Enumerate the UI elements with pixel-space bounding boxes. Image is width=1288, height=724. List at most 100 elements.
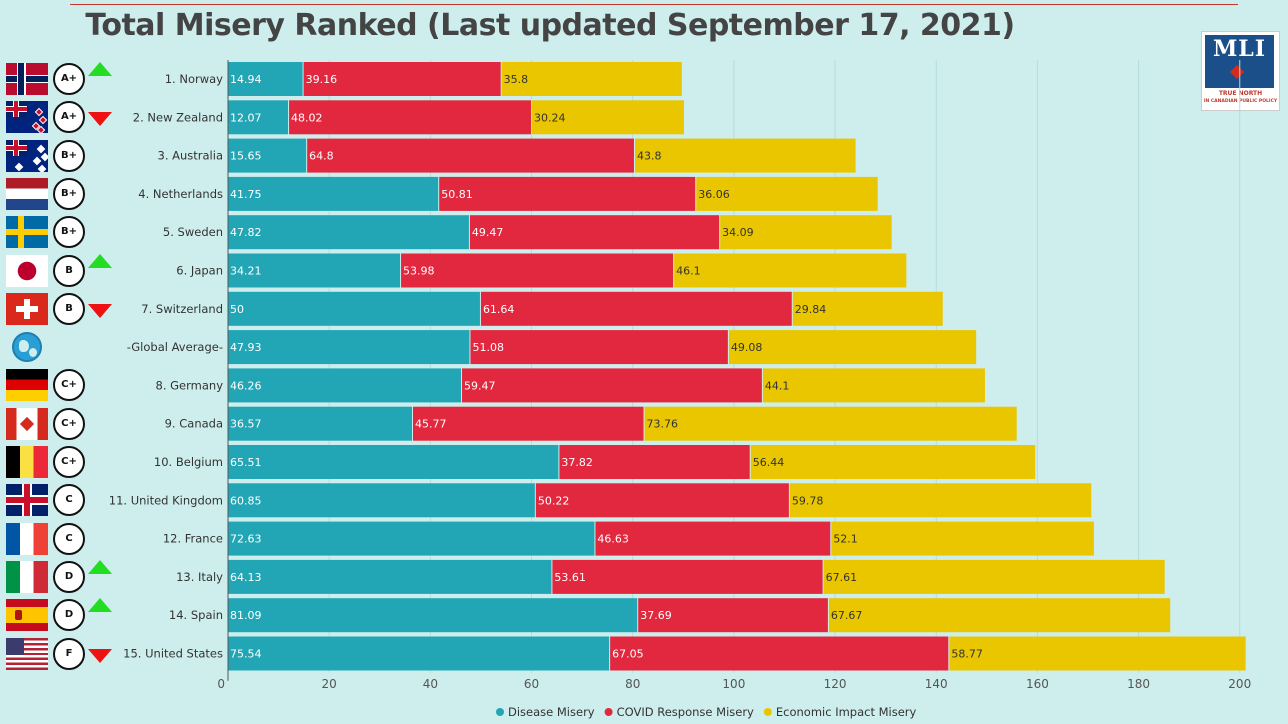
- bar-segment: [228, 368, 462, 403]
- x-tick-label: 0: [217, 677, 225, 691]
- data-label: 29.84: [795, 303, 827, 316]
- category-label: 15. United States: [123, 647, 223, 661]
- data-label: 46.1: [676, 265, 701, 278]
- data-label: 52.1: [833, 533, 858, 546]
- data-label: 36.06: [698, 188, 730, 201]
- category-label: 2. New Zealand: [133, 110, 223, 124]
- category-label: -Global Average-: [127, 340, 223, 354]
- data-label: 39.16: [306, 73, 338, 86]
- grade-badge: B+: [53, 139, 85, 172]
- bar-segment: [228, 253, 401, 288]
- arrow-shape: [88, 648, 112, 663]
- grade-badge: D: [53, 560, 85, 593]
- category-label: 3. Australia: [158, 149, 224, 163]
- category-label: 6. Japan: [176, 264, 223, 278]
- bar-segment: [750, 445, 1036, 479]
- bar-segment: [480, 291, 792, 326]
- bar-segment: [610, 636, 949, 671]
- legend-marker: [496, 708, 504, 716]
- flag-norway-icon: [6, 63, 48, 95]
- bar-segment: [559, 445, 750, 479]
- data-label: 37.69: [640, 609, 672, 622]
- data-label: 43.8: [637, 150, 662, 163]
- bar-segment: [792, 291, 943, 326]
- x-tick-label: 20: [322, 677, 337, 691]
- x-tick-label: 180: [1127, 677, 1150, 691]
- category-label: 11. United Kingdom: [109, 493, 223, 507]
- arrow-down-icon: [88, 112, 112, 127]
- bar-segment: [462, 368, 762, 403]
- data-label: 60.85: [230, 494, 262, 507]
- bar-segment: [831, 521, 1094, 556]
- bar-segment: [228, 62, 303, 96]
- bar-segment: [228, 636, 610, 671]
- bar-segment: [789, 483, 1092, 518]
- arrow-down-icon: [88, 303, 112, 318]
- bar-segment: [531, 100, 684, 135]
- arrow-shape: [88, 559, 112, 574]
- data-label: 48.02: [291, 111, 323, 124]
- data-label: 12.07: [230, 111, 262, 124]
- data-label: 67.67: [831, 609, 863, 622]
- data-label: 46.63: [597, 533, 629, 546]
- flag-italy-icon: [6, 560, 48, 593]
- bar-segment: [439, 176, 696, 211]
- data-label: 53.98: [403, 265, 435, 278]
- data-label: 14.94: [230, 73, 262, 86]
- coat-of-arms-icon: [15, 610, 22, 621]
- bar-segment: [228, 291, 480, 326]
- logo-tagline-2: IN CANADIAN PUBLIC POLICY: [1203, 99, 1278, 104]
- data-label: 30.24: [534, 111, 566, 124]
- bar-segment: [228, 406, 413, 441]
- arrow-shape: [88, 112, 112, 127]
- data-label: 36.57: [230, 418, 262, 431]
- bar-segment: [228, 559, 552, 594]
- bar-segment: [720, 215, 892, 250]
- bar-segment: [828, 598, 1171, 633]
- flag-japan-icon: [6, 254, 48, 287]
- x-tick-label: 120: [824, 677, 847, 691]
- bar-segment: [762, 368, 985, 403]
- legend-marker: [604, 708, 613, 716]
- grade-badge: B: [53, 254, 85, 287]
- category-label: 9. Canada: [165, 417, 223, 431]
- x-tick-label: 100: [722, 677, 745, 691]
- grade-badge: C+: [53, 407, 85, 440]
- bar-segment: [634, 138, 856, 173]
- grade-badge: B: [53, 292, 85, 325]
- bar-segment: [303, 62, 501, 96]
- x-tick-label: 40: [423, 677, 438, 691]
- arrow-shape: [88, 303, 112, 318]
- bar-segment: [401, 253, 674, 288]
- data-label: 44.1: [765, 379, 790, 392]
- bar-segment: [535, 483, 789, 518]
- flag-sweden-icon: [6, 216, 48, 249]
- data-label: 58.77: [951, 648, 983, 661]
- grade-badge: B+: [53, 177, 85, 210]
- category-label: 13. Italy: [176, 570, 223, 584]
- arrow-down-icon: [88, 648, 112, 663]
- arrow-up-icon: [88, 62, 112, 76]
- arrow-up-icon: [88, 559, 112, 574]
- bar-segment: [470, 330, 728, 365]
- data-label: 46.26: [230, 379, 262, 392]
- bar-segment: [228, 138, 307, 173]
- grade-badge: C: [53, 522, 85, 555]
- bar-segment: [501, 62, 682, 96]
- data-label: 64.8: [309, 150, 334, 163]
- arrow-shape: [88, 253, 112, 268]
- bar-segment: [228, 100, 289, 135]
- bar-segment: [644, 406, 1017, 441]
- x-tick-label: 160: [1026, 677, 1049, 691]
- flag-united-states-icon: [6, 637, 48, 670]
- data-label: 41.75: [230, 188, 262, 201]
- data-label: 81.09: [230, 609, 262, 622]
- flag-netherlands-icon: [6, 177, 48, 210]
- data-label: 47.82: [230, 226, 262, 239]
- x-tick-label: 140: [925, 677, 948, 691]
- arrow-shape: [88, 62, 112, 76]
- bar-segment: [674, 253, 907, 288]
- bar-segment: [228, 445, 559, 479]
- arrow-shape: [88, 598, 112, 613]
- bar-segment: [823, 559, 1165, 594]
